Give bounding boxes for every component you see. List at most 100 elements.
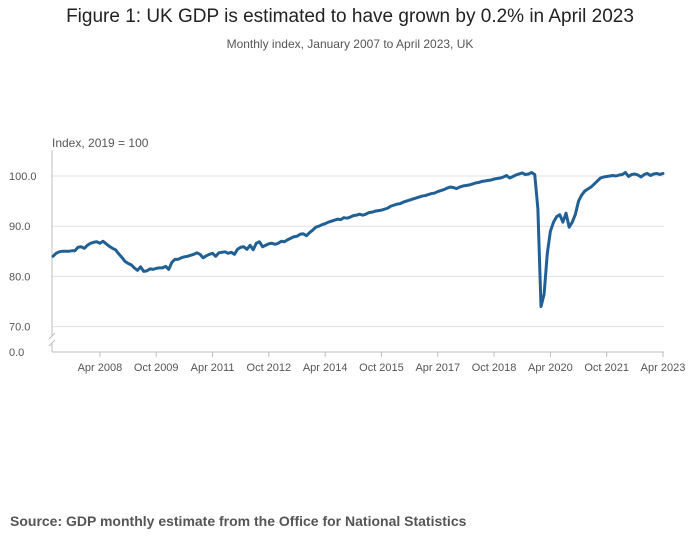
data-point bbox=[483, 180, 485, 182]
data-point bbox=[105, 243, 107, 245]
data-point bbox=[618, 174, 620, 176]
data-point bbox=[261, 246, 263, 248]
data-point bbox=[268, 243, 270, 245]
data-point bbox=[565, 212, 567, 214]
data-point bbox=[399, 202, 401, 204]
data-point bbox=[108, 245, 110, 247]
x-tick-label: Oct 2009 bbox=[134, 362, 179, 374]
data-point bbox=[211, 252, 213, 254]
x-tick-label: Apr 2011 bbox=[191, 362, 235, 374]
data-point bbox=[402, 201, 404, 203]
axes bbox=[48, 150, 664, 353]
data-point bbox=[86, 244, 88, 246]
x-tick-label: Apr 2017 bbox=[415, 362, 460, 374]
data-point bbox=[405, 200, 407, 202]
data-point bbox=[387, 207, 389, 209]
data-point bbox=[627, 175, 629, 177]
y-axis-title: Index, 2019 = 100 bbox=[52, 136, 149, 150]
data-point bbox=[449, 186, 451, 188]
data-point bbox=[252, 249, 254, 251]
data-point bbox=[515, 174, 517, 176]
data-point bbox=[534, 173, 536, 175]
data-point bbox=[612, 174, 614, 176]
data-point bbox=[358, 213, 360, 215]
data-point bbox=[333, 219, 335, 221]
data-point bbox=[121, 256, 123, 258]
data-point bbox=[239, 246, 241, 248]
data-point bbox=[221, 251, 223, 253]
y-tick-label: 80.0 bbox=[9, 271, 30, 283]
data-point bbox=[440, 189, 442, 191]
data-point bbox=[490, 179, 492, 181]
data-point bbox=[74, 250, 76, 252]
data-point bbox=[58, 251, 60, 253]
data-point bbox=[218, 252, 220, 254]
axis-break-mark bbox=[48, 339, 56, 347]
y-tick-label: 0.0 bbox=[9, 347, 24, 359]
data-point bbox=[139, 266, 141, 268]
data-point bbox=[127, 262, 129, 264]
data-point bbox=[80, 246, 82, 248]
data-point bbox=[186, 255, 188, 257]
data-point bbox=[249, 244, 251, 246]
data-point bbox=[462, 185, 464, 187]
data-point bbox=[146, 270, 148, 272]
data-point bbox=[311, 229, 313, 231]
data-point bbox=[390, 205, 392, 207]
data-point bbox=[590, 186, 592, 188]
data-point bbox=[330, 220, 332, 222]
axis-break-mark bbox=[48, 332, 56, 340]
data-point bbox=[346, 217, 348, 219]
data-point bbox=[471, 183, 473, 185]
data-point bbox=[99, 242, 101, 244]
data-point bbox=[114, 249, 116, 251]
x-tick-label: Apr 2023 bbox=[641, 362, 686, 374]
chart-subtitle: Monthly index, January 2007 to April 202… bbox=[226, 37, 474, 51]
data-point bbox=[52, 255, 54, 257]
data-point bbox=[377, 209, 379, 211]
data-point bbox=[393, 204, 395, 206]
data-point bbox=[555, 215, 557, 217]
data-point bbox=[67, 250, 69, 252]
data-point bbox=[168, 268, 170, 270]
data-point bbox=[415, 197, 417, 199]
data-point bbox=[374, 210, 376, 212]
data-point bbox=[299, 233, 301, 235]
data-point bbox=[340, 218, 342, 220]
data-point bbox=[230, 251, 232, 253]
data-point bbox=[77, 246, 79, 248]
data-point bbox=[246, 248, 248, 250]
data-point bbox=[652, 173, 654, 175]
data-point bbox=[352, 214, 354, 216]
data-point bbox=[527, 173, 529, 175]
data-point bbox=[89, 242, 91, 244]
data-point bbox=[286, 239, 288, 241]
data-point bbox=[430, 192, 432, 194]
data-point bbox=[568, 226, 570, 228]
data-point bbox=[355, 214, 357, 216]
data-point bbox=[183, 256, 185, 258]
data-point bbox=[499, 177, 501, 179]
data-point bbox=[258, 241, 260, 243]
chart-title: Figure 1: UK GDP is estimated to have gr… bbox=[66, 6, 634, 27]
y-axis-ticks: 100.0 90.0 80.0 70.0 0.0 bbox=[9, 171, 37, 359]
data-point bbox=[64, 250, 66, 252]
data-point bbox=[559, 213, 561, 215]
data-point bbox=[255, 242, 257, 244]
data-point bbox=[656, 172, 658, 174]
data-point bbox=[224, 251, 226, 253]
data-point bbox=[659, 173, 661, 175]
data-point bbox=[277, 242, 279, 244]
data-point bbox=[283, 241, 285, 243]
data-point bbox=[577, 200, 579, 202]
data-point bbox=[199, 253, 201, 255]
data-point bbox=[318, 225, 320, 227]
data-point bbox=[437, 190, 439, 192]
data-point bbox=[177, 258, 179, 260]
data-point bbox=[452, 186, 454, 188]
data-point bbox=[465, 184, 467, 186]
x-tick-label: Apr 2020 bbox=[528, 362, 573, 374]
data-point bbox=[571, 221, 573, 223]
data-point bbox=[196, 252, 198, 254]
data-point bbox=[593, 183, 595, 185]
